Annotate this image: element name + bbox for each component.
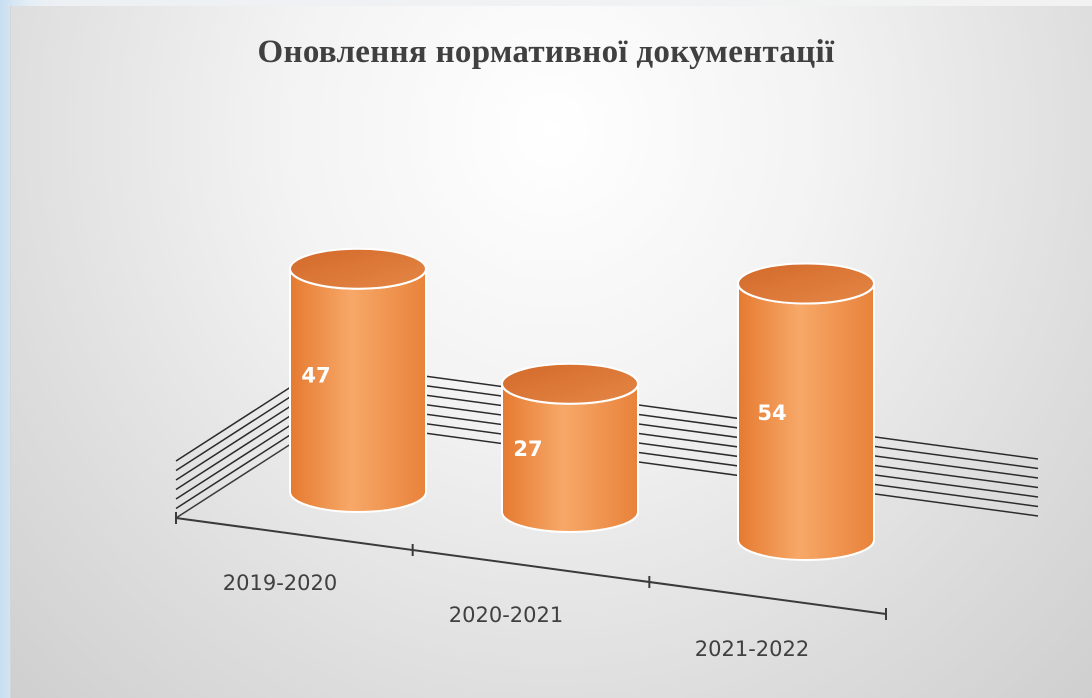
- bar-2020-2021: [501, 362, 639, 533]
- gridline-back-wall: [327, 400, 1039, 498]
- chart-area: [10, 6, 1092, 698]
- chart-title: Оновлення нормативної документації: [257, 34, 835, 70]
- gridline-back-wall: [327, 419, 1039, 517]
- bar-cylinder-top: [501, 362, 639, 405]
- x-tick-label: 2019-2020: [223, 571, 337, 595]
- gridline-back-wall: [327, 371, 1039, 470]
- x-tick-label: 2020-2021: [449, 603, 563, 627]
- x-axis-line: [175, 517, 887, 615]
- data-label: 54: [757, 401, 786, 425]
- bar-cylinder-body: [289, 268, 427, 513]
- data-label: 27: [513, 437, 542, 461]
- bar-2019-2020: [289, 247, 427, 513]
- gridline-back-wall: [327, 409, 1039, 508]
- x-tick-label: 2021-2022: [695, 637, 809, 661]
- bar-2021-2022: [737, 262, 875, 561]
- gridline-back-wall: [327, 390, 1039, 489]
- bar-cylinder-top: [737, 262, 875, 305]
- bar-cylinder-top: [289, 247, 427, 290]
- gridline-back-wall: [327, 381, 1039, 479]
- data-label: 47: [301, 363, 330, 387]
- gridline-back-wall: [327, 362, 1039, 460]
